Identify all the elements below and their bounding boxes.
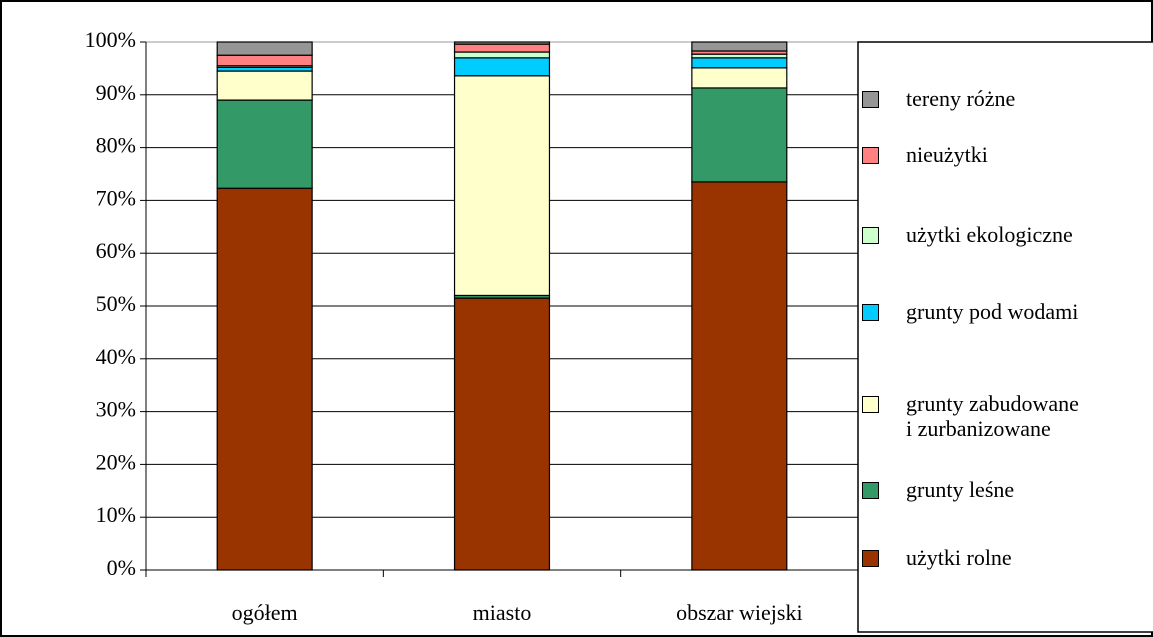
legend-label: grunty zabudowane i zurbanizowane xyxy=(906,391,1079,441)
legend-swatch xyxy=(862,147,879,164)
legend-label: grunty pod wodami xyxy=(906,299,1079,324)
bar-segment xyxy=(453,57,551,77)
y-tick-label: 70% xyxy=(96,185,136,210)
legend-swatch xyxy=(862,550,879,567)
y-tick-label: 20% xyxy=(96,449,136,474)
legend-label: użytki rolne xyxy=(906,545,1012,570)
bar-segment xyxy=(216,70,313,101)
bar-segment xyxy=(691,41,788,52)
legend-label: nieużytki xyxy=(906,142,988,167)
y-tick-label: 10% xyxy=(96,502,136,527)
legend-swatch xyxy=(862,482,879,499)
bar-segment xyxy=(453,51,551,59)
y-tick-label: 0% xyxy=(107,555,136,580)
bar-segment xyxy=(691,67,788,89)
legend-swatch xyxy=(862,396,879,413)
legend-label: grunty leśne xyxy=(906,477,1015,502)
legend-label: użytki ekologiczne xyxy=(906,222,1073,247)
x-tick-label: ogółem xyxy=(232,600,298,625)
y-tick-label: 60% xyxy=(96,238,136,263)
y-tick-label: 100% xyxy=(85,27,136,52)
bar-segment xyxy=(216,99,313,189)
bar-segment xyxy=(453,297,551,571)
x-tick-label: miasto xyxy=(473,600,532,625)
y-tick-label: 30% xyxy=(96,397,136,422)
bar-segment xyxy=(691,87,788,183)
legend-label: tereny różne xyxy=(906,86,1016,111)
legend-box xyxy=(857,41,1153,633)
legend-swatch xyxy=(862,91,879,108)
x-tick-label: obszar wiejski xyxy=(676,600,802,625)
legend-swatch xyxy=(862,304,879,321)
bar-segment xyxy=(691,57,788,69)
bar-segment xyxy=(216,187,313,571)
y-tick-label: 50% xyxy=(96,291,136,316)
y-tick-label: 40% xyxy=(96,344,136,369)
bar-segment xyxy=(453,41,551,45)
bar-segment xyxy=(453,43,551,53)
bar-segment xyxy=(453,75,551,297)
bar-segment xyxy=(691,181,788,571)
legend-swatch xyxy=(862,227,879,244)
y-tick-label: 90% xyxy=(96,80,136,105)
bar-segment xyxy=(216,41,313,56)
bar-segment xyxy=(216,54,313,67)
y-tick-label: 80% xyxy=(96,133,136,158)
